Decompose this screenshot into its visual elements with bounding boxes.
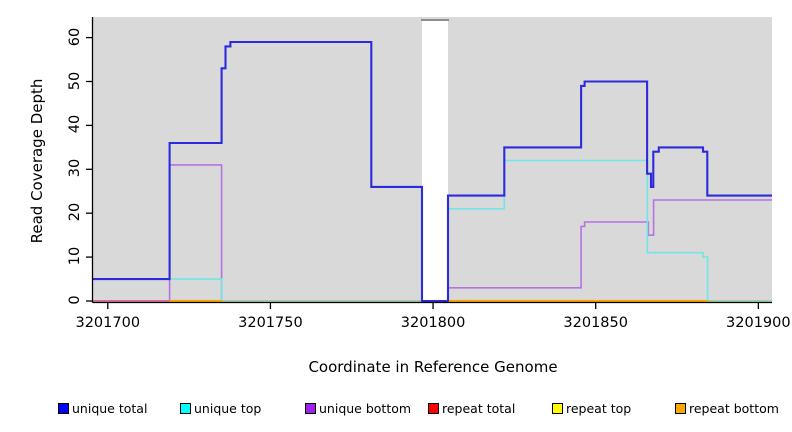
legend-label: repeat top xyxy=(566,401,632,416)
legend-label: repeat total xyxy=(442,401,516,416)
x-tick-label-3201900: 3201900 xyxy=(726,315,791,331)
legend-swatch-icon xyxy=(428,403,439,414)
y-tick-label-10: 10 xyxy=(67,246,83,266)
x-tick-label-3201750: 3201750 xyxy=(238,315,303,331)
legend-swatch-icon xyxy=(58,403,69,414)
x-axis-title: Coordinate in Reference Genome xyxy=(308,358,558,376)
y-tick-label-30: 30 xyxy=(67,159,83,178)
x-tick-label-3201700: 3201700 xyxy=(75,315,141,331)
x-tick-label-3201800: 3201800 xyxy=(400,315,466,331)
legend-swatch-icon xyxy=(552,403,563,414)
y-tick-label-50: 50 xyxy=(67,71,83,90)
y-tick-label-60: 60 xyxy=(67,27,83,46)
legend-swatch-icon xyxy=(305,403,316,414)
y-axis-title: Read Coverage Depth xyxy=(28,78,46,244)
y-tick-label-0: 0 xyxy=(67,295,83,305)
legend-label: unique bottom xyxy=(319,401,412,416)
legend-label: unique total xyxy=(72,401,148,416)
legend-swatch-icon xyxy=(180,403,191,414)
series-unique-total-line xyxy=(92,40,772,303)
legend-label: repeat bottom xyxy=(689,401,779,416)
legend-label: unique top xyxy=(194,401,262,416)
y-tick-label-40: 40 xyxy=(67,115,83,134)
legend-swatch-icon xyxy=(675,403,686,414)
y-tick-label-20: 20 xyxy=(67,202,83,222)
x-tick-label-3201850: 3201850 xyxy=(563,315,628,331)
gap-band xyxy=(422,20,449,302)
series-unique-bottom-line xyxy=(448,199,772,289)
